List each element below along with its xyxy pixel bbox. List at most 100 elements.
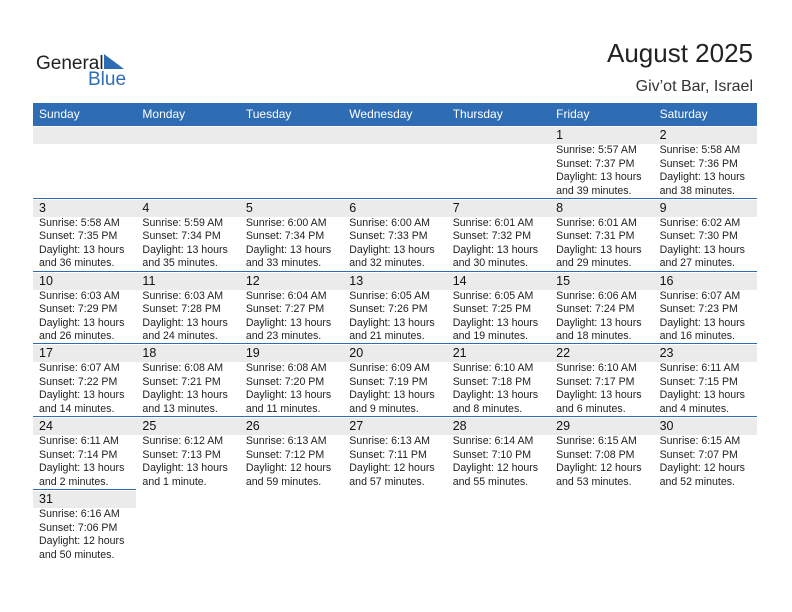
day-info: Sunrise: 6:16 AM xyxy=(39,508,120,520)
week-separator xyxy=(33,197,757,199)
day-info: and 35 minutes. xyxy=(142,257,218,270)
day-info: Daylight: 13 hours xyxy=(245,389,332,402)
day-number: 18 xyxy=(142,346,157,361)
day-info: and 52 minutes. xyxy=(659,475,735,488)
day-info: Sunrise: 6:08 AM xyxy=(142,362,224,375)
day-info: Daylight: 13 hours xyxy=(245,243,332,256)
day-info: Sunrise: 6:04 AM xyxy=(245,289,327,302)
day-number: 4 xyxy=(142,200,150,215)
day-info: and 36 minutes. xyxy=(39,257,115,270)
day-number: 10 xyxy=(39,273,53,288)
day-number: 16 xyxy=(659,273,674,288)
day-info: Sunset: 7:34 PM xyxy=(245,230,325,243)
day-info: Sunset: 7:19 PM xyxy=(349,375,428,388)
day-number: 12 xyxy=(245,273,260,288)
day-info: and 29 minutes. xyxy=(556,257,632,270)
day-info: Sunrise: 6:10 AM xyxy=(452,362,534,375)
day-number: 17 xyxy=(39,346,53,361)
day-info: Sunset: 7:15 PM xyxy=(659,375,738,388)
day-info: Sunrise: 6:13 AM xyxy=(349,435,430,448)
header-bar xyxy=(33,103,757,126)
day-info: and 27 minutes. xyxy=(659,257,735,270)
date-band xyxy=(33,199,757,217)
day-info: and 32 minutes. xyxy=(349,257,425,270)
day-info: Daylight: 13 hours xyxy=(349,316,435,329)
day-info: Sunrise: 6:07 AM xyxy=(659,289,741,302)
day-info: Daylight: 13 hours xyxy=(349,243,435,256)
day-info: Sunset: 7:22 PM xyxy=(39,375,118,388)
day-info: Sunrise: 6:03 AM xyxy=(142,289,224,302)
day-number: 2 xyxy=(659,128,667,142)
day-info: and 55 minutes. xyxy=(452,475,529,488)
day-number: 24 xyxy=(39,419,53,434)
day-info: and 16 minutes. xyxy=(659,330,735,343)
weekday: Monday xyxy=(142,107,186,121)
day-number: 19 xyxy=(245,346,260,361)
week-separator xyxy=(33,270,757,272)
day-info: and 1 minute. xyxy=(142,475,207,488)
day-info: Sunrise: 6:00 AM xyxy=(245,216,327,229)
day-number: 5 xyxy=(245,200,253,215)
day-info: Sunset: 7:33 PM xyxy=(349,230,428,243)
day-info: Sunset: 7:14 PM xyxy=(39,448,118,461)
subtitle: Giv’ot Bar, Israel xyxy=(635,78,753,95)
day-info: Daylight: 13 hours xyxy=(245,316,332,329)
day-number: 3 xyxy=(39,200,46,215)
day-info: and 23 minutes. xyxy=(245,330,322,343)
day-info: and 30 minutes. xyxy=(452,257,529,270)
day-number: 8 xyxy=(556,200,564,215)
day-info: Sunset: 7:21 PM xyxy=(142,375,221,388)
day-info: Daylight: 13 hours xyxy=(39,389,125,402)
day-info: Sunrise: 5:58 AM xyxy=(39,216,120,229)
day-info: Sunset: 7:13 PM xyxy=(142,448,221,461)
day-info: Sunset: 7:07 PM xyxy=(659,448,738,461)
day-info: Sunrise: 6:03 AM xyxy=(39,289,120,302)
day-info: Daylight: 13 hours xyxy=(142,316,228,329)
logo-mark xyxy=(104,54,124,69)
day-info: Daylight: 13 hours xyxy=(556,171,642,183)
day-info: Daylight: 12 hours xyxy=(659,462,745,475)
weekday: Friday xyxy=(556,107,590,121)
logo: General Blue xyxy=(36,53,126,90)
day-info: Daylight: 12 hours xyxy=(556,462,642,475)
day-number: 21 xyxy=(452,346,467,361)
day-info: Sunrise: 6:13 AM xyxy=(245,435,327,448)
day-info: Sunset: 7:24 PM xyxy=(556,303,635,316)
day-info: Daylight: 13 hours xyxy=(452,243,539,256)
day-number: 30 xyxy=(659,419,674,434)
day-info: Daylight: 13 hours xyxy=(39,243,125,256)
day-info: Sunset: 7:10 PM xyxy=(452,448,532,461)
day-info: Sunrise: 6:01 AM xyxy=(452,216,534,229)
day-info: Sunrise: 6:12 AM xyxy=(142,435,224,448)
day-info: Sunset: 7:29 PM xyxy=(39,303,118,316)
day-info: Daylight: 13 hours xyxy=(556,389,642,402)
day-info: and 50 minutes. xyxy=(39,548,115,561)
day-info: Sunrise: 6:02 AM xyxy=(659,216,741,229)
day-info: Daylight: 13 hours xyxy=(556,316,642,329)
day-info: Sunset: 7:25 PM xyxy=(452,303,532,316)
day-info: Sunrise: 6:01 AM xyxy=(556,216,637,229)
day-number: 20 xyxy=(349,346,364,361)
day-number: 1 xyxy=(556,128,564,142)
day-number: 9 xyxy=(659,200,667,215)
day-info: Sunrise: 6:05 AM xyxy=(452,289,534,302)
day-info: Sunset: 7:30 PM xyxy=(659,230,738,243)
day-info: Sunrise: 6:14 AM xyxy=(452,435,534,448)
weekday: Wednesday xyxy=(349,107,413,121)
day-info: Daylight: 13 hours xyxy=(142,389,228,402)
day-info: Sunrise: 5:59 AM xyxy=(142,216,224,229)
day-info: Sunset: 7:23 PM xyxy=(659,303,738,316)
day-info: and 9 minutes. xyxy=(349,402,419,415)
day-info: Sunset: 7:34 PM xyxy=(142,230,221,243)
weekday: Thursday xyxy=(452,107,503,121)
day-info: and 59 minutes. xyxy=(245,475,322,488)
day-info: and 13 minutes. xyxy=(142,402,218,415)
week-separator xyxy=(33,489,137,490)
day-info: and 8 minutes. xyxy=(452,402,523,415)
logo-text: General xyxy=(36,53,104,74)
day-info: Daylight: 13 hours xyxy=(39,316,125,329)
date-band xyxy=(33,127,757,144)
day-info: Sunset: 7:36 PM xyxy=(659,157,738,170)
logo-text: Blue xyxy=(88,69,126,90)
day-info: Sunset: 7:18 PM xyxy=(452,375,532,388)
